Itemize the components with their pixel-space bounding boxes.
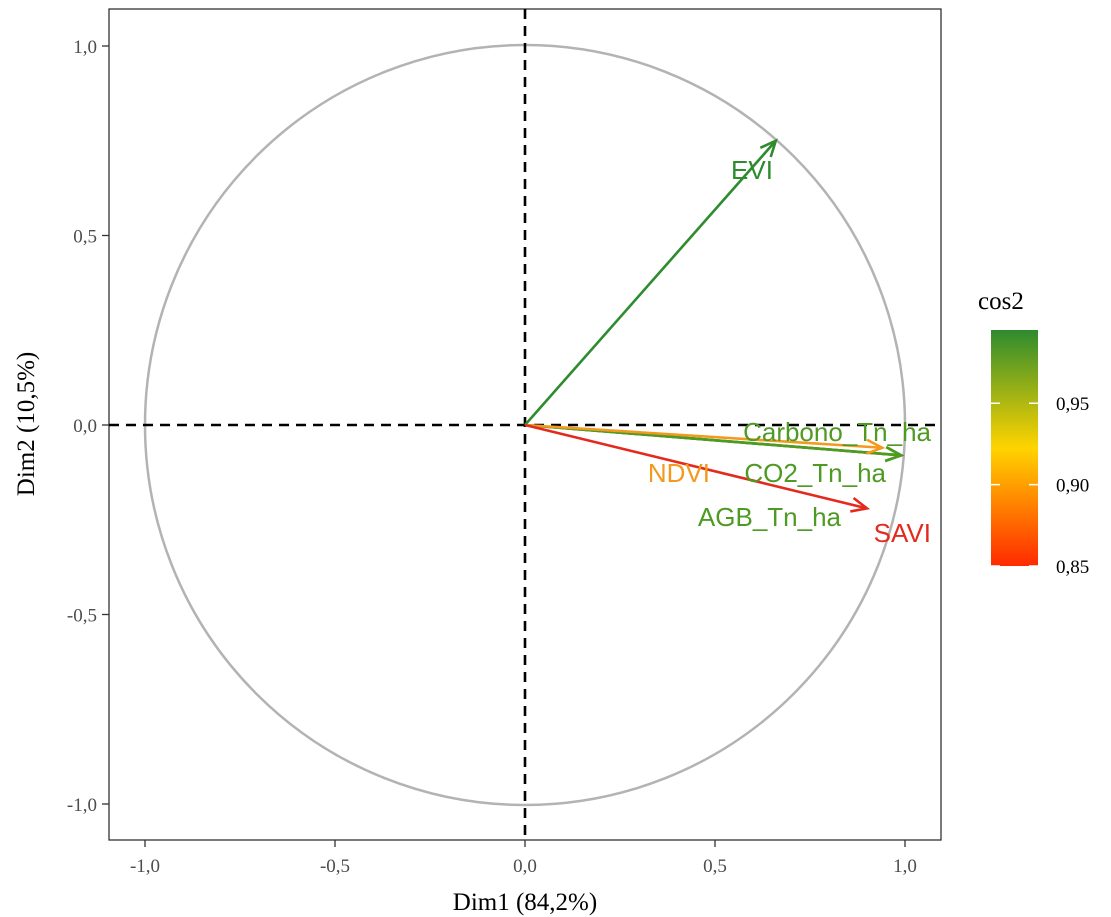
y-axis-title: Dim2 (10,5%) [13, 352, 40, 496]
label-evi: EVI [731, 155, 773, 185]
legend-tick-label: 0,95 [1056, 394, 1089, 415]
x-tick-label: 0,5 [703, 856, 727, 877]
y-tick-label: -1,0 [67, 795, 97, 816]
legend-colorbar [991, 330, 1038, 566]
label-agb-tn-ha: AGB_Tn_ha [698, 502, 842, 532]
legend-tick-label: 0,85 [1056, 557, 1089, 578]
label-ndvi: NDVI [648, 458, 710, 488]
arrow-ndvi [524, 423, 886, 455]
y-tick-label: 0,0 [73, 416, 97, 437]
y-tick-label: 0,5 [73, 227, 97, 248]
x-tick-label: -1,0 [130, 856, 160, 877]
label-carbono-tn-ha: Carbono_Tn_ha [743, 417, 931, 447]
x-tick-label: -0,5 [320, 856, 350, 877]
legend: cos2 0,85 0,90 0,95 [978, 288, 1089, 578]
x-tick-label: 0,0 [513, 856, 537, 877]
label-savi: SAVI [874, 518, 931, 548]
arrow-evi [524, 138, 778, 426]
label-co2-tn-ha: CO2_Tn_ha [744, 458, 886, 488]
legend-title: cos2 [978, 288, 1024, 315]
x-tick-label: 1,0 [893, 856, 917, 877]
x-axis-title: Dim1 (84,2%) [453, 889, 597, 916]
arrow-savi [524, 423, 871, 513]
legend-tick-label: 0,90 [1056, 476, 1089, 497]
axes-layer: -1,0 -0,5 0,0 0,5 1,0 -1,0 -0,5 0,0 0,5 1,0 [67, 37, 917, 877]
plot-layer: EVI Carbono_Tn_ha CO2_Tn_ha AGB_Tn_ha NDVI SA… [109, 9, 941, 840]
y-tick-label: -0,5 [67, 606, 97, 627]
y-tick-label: 1,0 [73, 37, 97, 58]
